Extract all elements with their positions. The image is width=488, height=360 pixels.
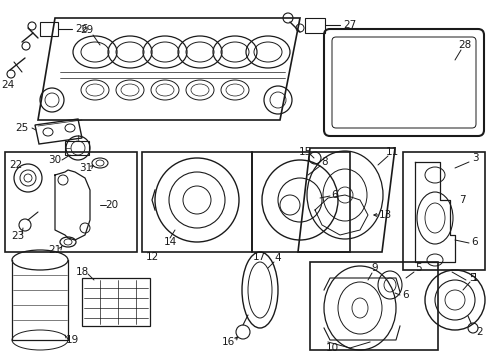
- Text: 30: 30: [48, 155, 61, 165]
- Bar: [82, 278, 150, 326]
- Text: 23: 23: [11, 231, 24, 241]
- Text: 3: 3: [471, 153, 477, 163]
- Text: 4: 4: [274, 253, 281, 263]
- Text: 25: 25: [15, 123, 29, 133]
- Text: 31: 31: [79, 163, 92, 173]
- Bar: [65, 141, 89, 155]
- Text: 16: 16: [221, 337, 234, 347]
- Text: 6: 6: [402, 290, 408, 300]
- Text: 11: 11: [385, 147, 398, 157]
- Text: 18: 18: [75, 267, 88, 277]
- Text: 27: 27: [343, 20, 356, 30]
- Text: 5: 5: [468, 273, 474, 283]
- Bar: [402, 152, 484, 270]
- Bar: [5, 152, 137, 252]
- Text: 29: 29: [80, 25, 93, 35]
- Text: 2: 2: [476, 327, 482, 337]
- Text: 22: 22: [9, 160, 22, 170]
- Text: 14: 14: [163, 237, 176, 247]
- Text: 13: 13: [378, 210, 391, 220]
- Bar: [305, 18, 325, 33]
- Text: 8: 8: [321, 157, 327, 167]
- Text: 24: 24: [1, 80, 15, 90]
- Text: 6: 6: [471, 237, 477, 247]
- Text: 15: 15: [298, 147, 311, 157]
- Bar: [309, 262, 437, 350]
- Text: 1: 1: [471, 273, 477, 283]
- Text: 26: 26: [75, 24, 88, 34]
- Bar: [251, 152, 349, 252]
- Text: 9: 9: [371, 263, 378, 273]
- Text: 5: 5: [414, 263, 421, 273]
- Text: 6: 6: [331, 190, 338, 200]
- Text: 20: 20: [105, 200, 118, 210]
- Text: 12: 12: [145, 252, 158, 262]
- Text: 21: 21: [48, 245, 61, 255]
- Text: 19: 19: [65, 335, 79, 345]
- Text: 7: 7: [458, 195, 465, 205]
- Text: 17: 17: [252, 252, 265, 262]
- Text: 10: 10: [325, 343, 338, 353]
- Bar: [142, 152, 251, 252]
- Bar: [40, 22, 58, 36]
- Text: 28: 28: [457, 40, 470, 50]
